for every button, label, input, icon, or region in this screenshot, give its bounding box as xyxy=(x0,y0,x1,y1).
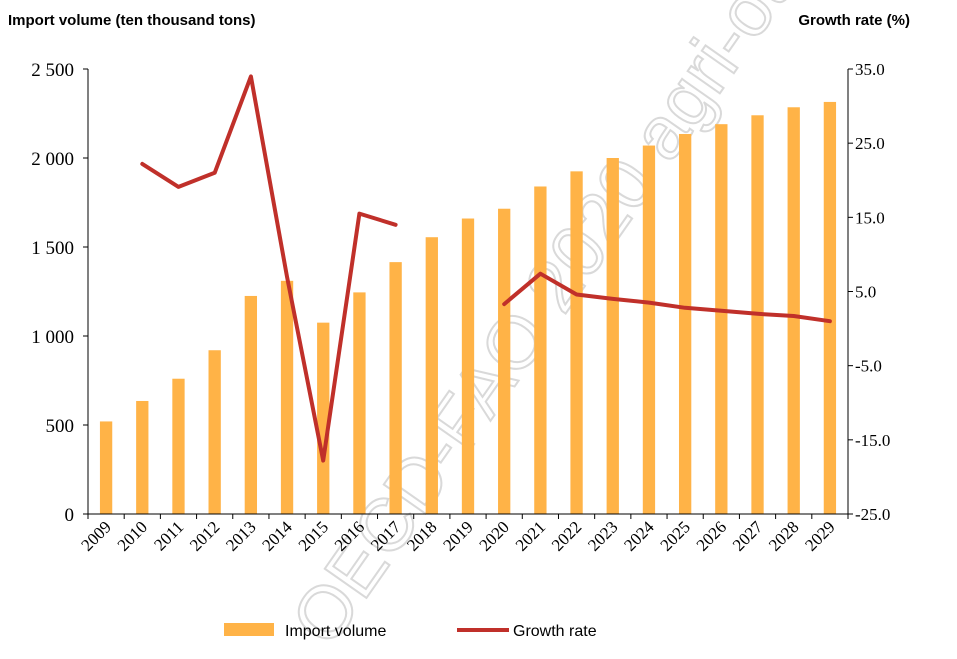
right-axis-title: Growth rate (%) xyxy=(798,12,910,29)
x-tick-label-2029: 2029 xyxy=(801,517,838,554)
x-tick-label-2022: 2022 xyxy=(548,517,585,554)
x-tick-label-2024: 2024 xyxy=(620,517,658,555)
right-tick-label-5: 5.0 xyxy=(855,283,876,302)
left-tick-label-2500: 2 500 xyxy=(31,60,74,81)
bar-2025 xyxy=(678,133,692,514)
x-tick-label-2009: 2009 xyxy=(77,517,114,554)
x-tick-label-2025: 2025 xyxy=(656,517,693,554)
bar-2017 xyxy=(389,262,402,514)
x-tick-label-2020: 2020 xyxy=(476,517,513,554)
x-tick-label-2027: 2027 xyxy=(729,517,767,555)
bar-2029 xyxy=(823,101,837,515)
x-tick-label-2021: 2021 xyxy=(512,517,549,554)
x-tick-label-2012: 2012 xyxy=(186,517,223,554)
left-tick-label-500: 500 xyxy=(46,416,75,437)
growth-rate-line xyxy=(140,74,832,463)
left-tick-label-0: 0 xyxy=(65,505,75,526)
bar-2018 xyxy=(425,237,438,514)
bar-2026 xyxy=(715,124,728,515)
legend-label-growth-rate: Growth rate xyxy=(513,623,597,640)
legend: Import volume Growth rate xyxy=(224,623,597,640)
right-tick-label--25: -25.0 xyxy=(855,505,890,524)
bar-2016 xyxy=(353,292,366,514)
left-tick-label-2000: 2 000 xyxy=(31,149,74,170)
legend-swatch-import-volume xyxy=(224,623,274,636)
x-tick-label-2028: 2028 xyxy=(765,517,802,554)
right-tick-label--5: -5.0 xyxy=(855,357,882,376)
line-series xyxy=(140,74,832,463)
right-tick-label-25: 25.0 xyxy=(855,134,885,153)
bar-series xyxy=(99,101,837,515)
bar-2024 xyxy=(642,145,656,515)
x-tick-label-2014: 2014 xyxy=(258,517,296,555)
bar-2010 xyxy=(136,400,149,514)
left-tick-label-1500: 1 500 xyxy=(31,238,74,259)
right-tick-label-15: 15.0 xyxy=(855,208,885,227)
bar-2012 xyxy=(208,350,221,514)
right-tick-label--15: -15.0 xyxy=(855,431,890,450)
right-tick-label-35: 35.0 xyxy=(855,60,885,79)
x-tick-label-2013: 2013 xyxy=(222,517,259,554)
axes: 0 500 1 000 1 500 2 000 2 500 -25.0 -15.0 -5.0 5.… xyxy=(31,60,890,555)
bar-2023 xyxy=(606,158,619,514)
x-tick-label-2026: 2026 xyxy=(693,517,730,554)
bar-2022 xyxy=(570,171,583,514)
bar-2021 xyxy=(534,186,547,515)
bar-2009 xyxy=(99,421,113,514)
legend-label-import-volume: Import volume xyxy=(285,623,386,640)
x-tick-label-2011: 2011 xyxy=(150,517,187,554)
bar-2015 xyxy=(317,322,330,514)
x-tick-label-2019: 2019 xyxy=(439,517,476,554)
bar-2019 xyxy=(461,218,475,514)
x-tick-label-2010: 2010 xyxy=(114,517,151,554)
left-tick-label-1000: 1 000 xyxy=(31,327,74,348)
bar-2013 xyxy=(244,295,258,514)
left-axis-title: Import volume (ten thousand tons) xyxy=(8,12,256,29)
bar-2011 xyxy=(172,378,185,514)
bar-2020 xyxy=(498,208,511,515)
bar-2014 xyxy=(280,280,294,514)
x-tick-label-2023: 2023 xyxy=(584,517,621,554)
bar-2028 xyxy=(787,107,800,515)
